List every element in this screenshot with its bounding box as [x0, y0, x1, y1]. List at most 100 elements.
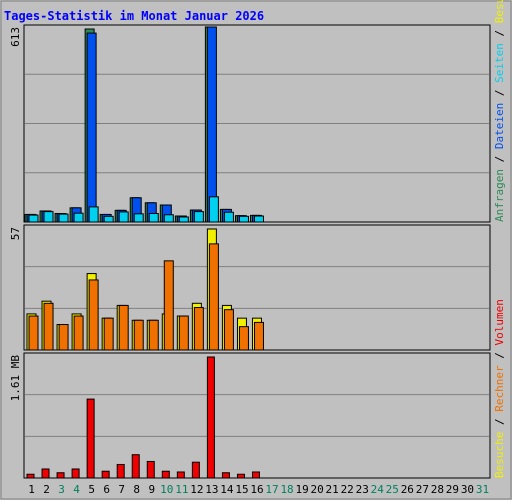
bar-requests-dateien-day-13 [206, 26, 217, 223]
legend-item-rechner: Rechner [493, 365, 506, 412]
bar-requests-seiten-day-2 [43, 211, 54, 223]
x-tick-label: 22 [341, 483, 354, 496]
legend-separator: / [493, 83, 506, 103]
bar-visits-rechner-day-15 [238, 326, 249, 351]
x-tick-label: 23 [356, 483, 369, 496]
x-tick-label: 10 [160, 483, 173, 496]
bar-requests-seiten-day-11 [178, 216, 189, 223]
bar-volume-volumen-day-10 [161, 470, 170, 479]
y-max-label-visits: 57 [9, 227, 22, 240]
bar-visits-rechner-day-14 [223, 309, 234, 351]
x-tick-label: 4 [73, 483, 80, 496]
x-tick-label: 2 [43, 483, 50, 496]
bar-volume-volumen-day-13 [206, 356, 215, 479]
bar-visits-rechner-day-3 [58, 324, 69, 351]
bar-visits-rechner-day-8 [133, 319, 144, 351]
legend-separator: / [493, 23, 506, 43]
x-tick-label: 9 [148, 483, 155, 496]
bar-volume-volumen-day-8 [131, 454, 140, 479]
x-tick-label: 14 [220, 483, 234, 496]
bar-visits-rechner-day-10 [163, 260, 174, 351]
x-tick-label: 26 [401, 483, 414, 496]
x-tick-label: 13 [205, 483, 218, 496]
x-tick-label: 18 [280, 483, 293, 496]
panel-requests: 613 [9, 24, 491, 223]
legend-bottom: Besuche / Rechner / Volumen [493, 299, 506, 478]
bar-visits-rechner-day-11 [178, 315, 189, 351]
bar-volume-volumen-day-14 [221, 472, 230, 479]
legend-item-dateien: Dateien [493, 103, 506, 149]
x-tick-label: 7 [118, 483, 125, 496]
bar-visits-rechner-day-7 [118, 304, 129, 351]
chart-title: Tages-Statistik im Monat Januar 2026 [4, 9, 264, 23]
bar-volume-volumen-day-3 [56, 472, 65, 479]
x-tick-label: 31 [476, 483, 489, 496]
bar-visits-rechner-day-2 [43, 302, 54, 351]
bar-volume-volumen-day-5 [86, 398, 95, 479]
legend-separator: / [493, 412, 506, 432]
bar-visits-rechner-day-12 [193, 307, 204, 351]
panel-volume: 1.61 MB [9, 352, 491, 479]
x-tick-label: 24 [371, 483, 385, 496]
bar-requests-seiten-day-10 [163, 214, 174, 223]
bar-requests-seiten-day-3 [58, 213, 69, 223]
bar-volume-volumen-day-16 [251, 471, 260, 479]
bar-requests-seiten-day-15 [238, 215, 249, 223]
bar-volume-volumen-day-7 [116, 463, 125, 479]
x-tick-label: 11 [175, 483, 188, 496]
bar-volume-volumen-day-9 [146, 460, 155, 479]
x-tick-label: 27 [416, 483, 429, 496]
bar-requests-seiten-day-7 [118, 211, 129, 223]
bar-requests-seiten-day-1 [28, 214, 39, 223]
x-tick-label: 20 [311, 483, 324, 496]
bar-requests-seiten-day-16 [253, 215, 264, 223]
bar-volume-volumen-day-12 [191, 461, 200, 479]
bar-volume-volumen-day-11 [176, 471, 185, 479]
legend-separator: / [493, 346, 506, 366]
bar-volume-volumen-day-4 [71, 468, 80, 479]
bar-visits-rechner-day-16 [253, 321, 264, 351]
x-tick-label: 21 [326, 483, 339, 496]
bar-requests-seiten-day-9 [148, 212, 159, 223]
x-tick-label: 29 [446, 483, 459, 496]
legend-top: Anfragen / Dateien / Seiten / Besuche [493, 0, 506, 222]
bar-visits-rechner-day-5 [88, 279, 99, 351]
bar-visits-rechner-day-6 [103, 317, 114, 351]
bar-visits-rechner-day-13 [208, 243, 219, 351]
bar-requests-seiten-day-6 [103, 215, 114, 223]
x-tick-label: 16 [250, 483, 263, 496]
legend-separator: / [493, 149, 506, 169]
legend-item-besuche: Besuche [493, 432, 506, 478]
x-tick-label: 5 [88, 483, 95, 496]
x-tick-label: 6 [103, 483, 110, 496]
bar-requests-seiten-day-4 [73, 212, 84, 223]
x-tick-label: 25 [386, 483, 399, 496]
x-tick-label: 12 [190, 483, 203, 496]
x-tick-label: 1 [28, 483, 35, 496]
y-max-label-volume: 1.61 MB [9, 355, 22, 402]
bar-visits-rechner-day-1 [28, 315, 39, 351]
bar-requests-seiten-day-14 [223, 211, 234, 223]
x-tick-label: 28 [431, 483, 444, 496]
x-axis: 1 2 3 4 5 6 7 8 9 10 11 12 13 14 15 16 17 18 19 20 21 22 23 24 2… [28, 483, 489, 496]
legend-item-seiten: Seiten [493, 43, 506, 83]
y-max-label-requests: 613 [9, 27, 22, 47]
x-tick-label: 15 [235, 483, 248, 496]
bar-requests-seiten-day-13 [208, 196, 219, 223]
bar-volume-volumen-day-15 [236, 473, 245, 479]
panel-visits: 57 [9, 224, 491, 351]
bar-volume-volumen-day-1 [26, 473, 35, 479]
panel-background-volume [23, 352, 491, 479]
bar-volume-volumen-day-2 [41, 468, 50, 479]
bar-volume-volumen-day-6 [101, 470, 110, 479]
legend-item-anfragen: Anfragen [493, 169, 506, 222]
bar-requests-seiten-day-12 [193, 211, 204, 223]
bar-requests-seiten-day-5 [88, 206, 99, 223]
bar-requests-dateien-day-5 [86, 32, 97, 223]
legend-item-besuche: Besuche [493, 0, 506, 23]
bar-visits-rechner-day-4 [73, 315, 84, 351]
chart-legend: Anfragen / Dateien / Seiten / BesucheBes… [493, 0, 506, 478]
